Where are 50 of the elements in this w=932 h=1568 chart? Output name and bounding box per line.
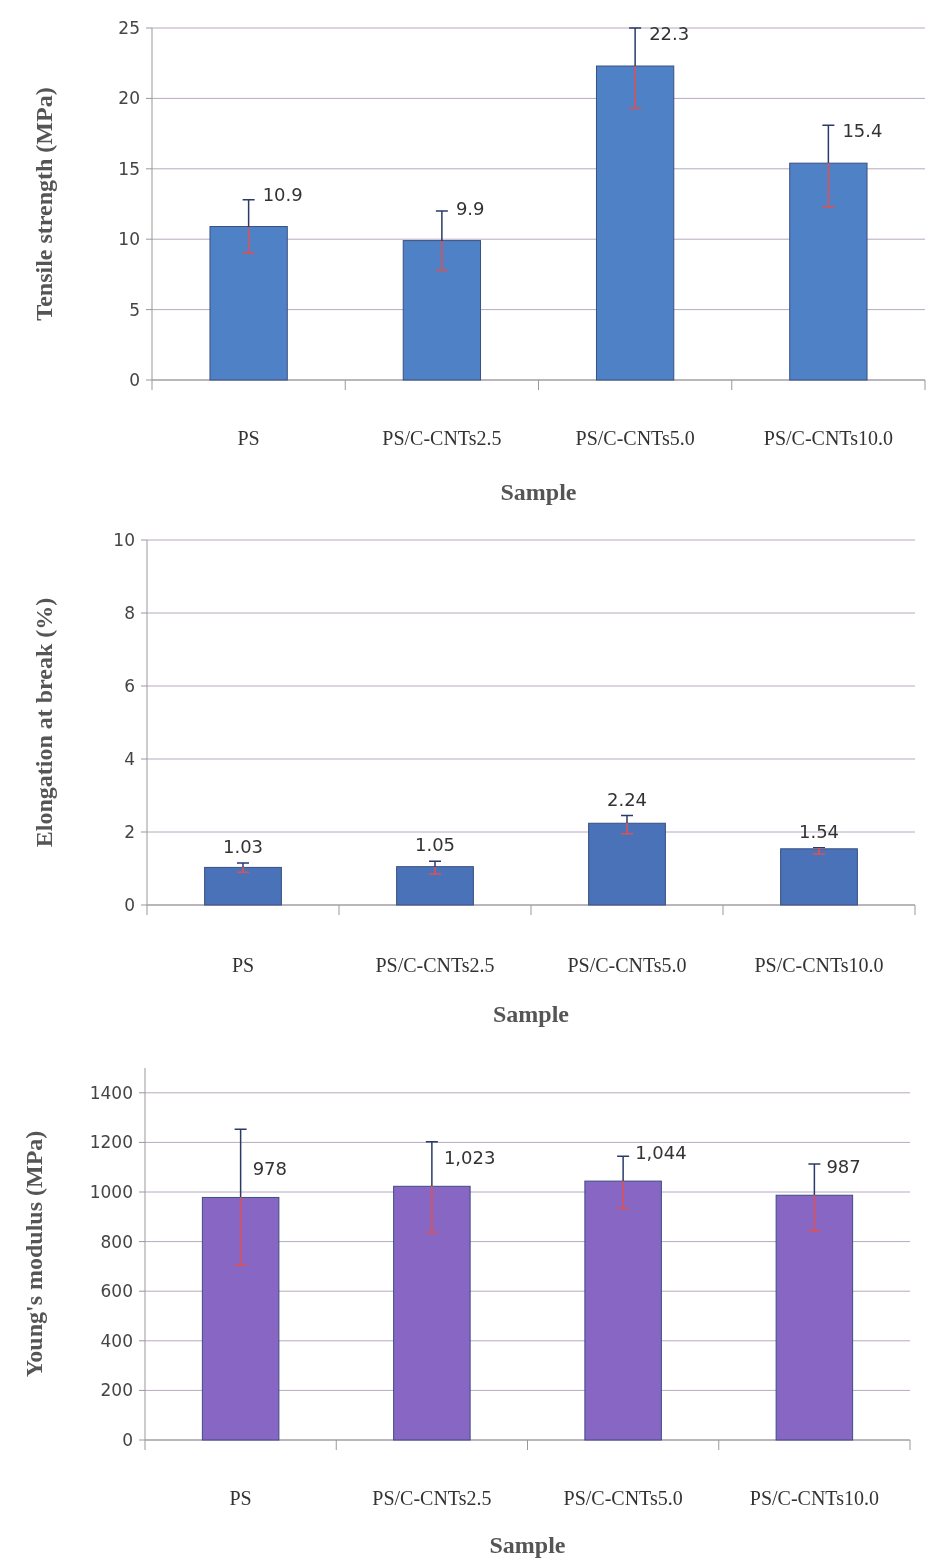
y-tick-label: 20 xyxy=(118,88,140,109)
y-axis-title: Elongation at break (%) xyxy=(31,597,57,848)
data-label: 10.9 xyxy=(262,183,303,205)
data-label: 1.54 xyxy=(798,820,840,842)
y-tick-label: 5 xyxy=(129,299,140,320)
x-axis-title: Sample xyxy=(500,479,577,505)
x-tick-label: PS/C-CNTs2.5 xyxy=(382,427,502,449)
y-tick-label: 2 xyxy=(124,821,135,842)
data-label: 22.3 xyxy=(649,23,690,45)
data-label: 987 xyxy=(826,1156,861,1178)
y-tick-label: 0 xyxy=(129,369,140,390)
y-tick-label: 0 xyxy=(122,1429,133,1450)
x-tick-label: PS/C-CNTs10.0 xyxy=(749,1487,879,1509)
data-label: 1.05 xyxy=(414,834,456,856)
y-tick-label: 10 xyxy=(118,229,140,250)
x-tick-label: PS/C-CNTs10.0 xyxy=(763,427,893,449)
data-label: 9.9 xyxy=(455,197,485,219)
x-tick-label: PS xyxy=(231,954,255,976)
data-label: 15.4 xyxy=(842,120,883,142)
y-tick-label: 1400 xyxy=(89,1082,133,1103)
x-tick-label: PS/C-CNTs5.0 xyxy=(567,954,687,976)
y-tick-label: 600 xyxy=(100,1281,133,1302)
x-tick-label: PS/C-CNTs5.0 xyxy=(575,427,695,449)
x-tick-label: PS/C-CNTs5.0 xyxy=(563,1487,683,1509)
y-tick-label: 25 xyxy=(118,17,140,38)
x-tick-label: PS/C-CNTs10.0 xyxy=(754,954,884,976)
y-axis-title: Tensile strength (MPa) xyxy=(31,87,57,321)
y-tick-label: 1000 xyxy=(89,1181,133,1202)
x-tick-label: PS/C-CNTs2.5 xyxy=(372,1487,492,1509)
y-tick-label: 800 xyxy=(100,1231,133,1252)
x-axis-title: Sample xyxy=(489,1532,566,1558)
x-tick-label: PS/C-CNTs2.5 xyxy=(375,954,495,976)
y-tick-label: 15 xyxy=(118,158,140,179)
data-label: 1.03 xyxy=(222,836,264,858)
data-label: 1,023 xyxy=(443,1147,496,1169)
y-tick-label: 1200 xyxy=(89,1132,133,1153)
x-axis-title: Sample xyxy=(492,1001,570,1027)
data-label: 1,044 xyxy=(635,1142,687,1164)
y-tick-label: 6 xyxy=(124,675,135,696)
x-tick-label: PS xyxy=(229,1487,252,1509)
y-tick-label: 8 xyxy=(124,602,135,623)
y-tick-label: 400 xyxy=(100,1330,133,1351)
data-label: 978 xyxy=(252,1158,287,1180)
y-tick-label: 10 xyxy=(113,529,135,550)
y-tick-label: 4 xyxy=(124,748,135,769)
data-label: 2.24 xyxy=(606,788,648,810)
y-tick-label: 200 xyxy=(100,1380,133,1401)
x-tick-label: PS xyxy=(237,427,260,449)
y-tick-label: 0 xyxy=(124,894,135,915)
y-axis-title: Young's modulus (MPa) xyxy=(21,1130,47,1378)
